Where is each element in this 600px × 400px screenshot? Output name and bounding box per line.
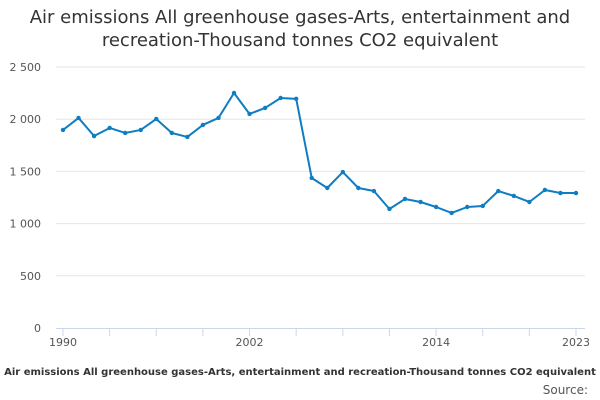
data-point [527,199,532,205]
data-point [464,204,470,210]
data-point [247,111,252,117]
data-point [60,127,66,133]
data-point [122,130,128,136]
x-tick-label: 2002 [236,336,264,349]
data-point [340,169,346,175]
data-point [309,175,314,181]
data-point [558,190,563,196]
y-tick-label: 1 500 [10,165,42,178]
chart-caption: Air emissions All greenhouse gases-Arts,… [4,367,596,378]
data-point [278,95,283,101]
x-tick-label: 2014 [422,336,450,349]
data-point [231,90,237,96]
data-point [325,185,330,191]
data-point [185,134,190,140]
data-point [293,96,299,102]
data-point [402,196,408,202]
data-point [480,203,485,209]
data-point [169,130,175,136]
data-point [200,122,206,128]
data-point [216,115,221,121]
data-point [356,185,361,191]
x-tick-label: 1990 [49,336,77,349]
data-point [138,127,143,133]
data-point [262,105,268,111]
y-tick-label: 0 [34,322,41,335]
data-point [418,199,423,205]
series-line [62,91,576,214]
y-tick-label: 1 000 [10,218,42,231]
data-point [107,125,112,131]
source-label: Source: [542,383,588,397]
data-point [511,193,517,199]
data-point [573,190,579,196]
chart-title: Air emissions All greenhouse gases-Arts,… [29,7,571,51]
data-point [496,188,501,194]
y-tick-label: 2 000 [10,113,42,126]
data-point [433,204,439,210]
data-point [449,210,454,216]
data-point [371,188,377,194]
data-point [154,116,159,122]
y-tick-label: 2 500 [10,61,42,74]
data-point [76,115,81,121]
x-tick-label: 2023 [562,336,590,349]
data-point [542,187,548,193]
y-tick-label: 500 [20,270,41,283]
data-point [387,206,392,212]
data-point [91,133,97,139]
